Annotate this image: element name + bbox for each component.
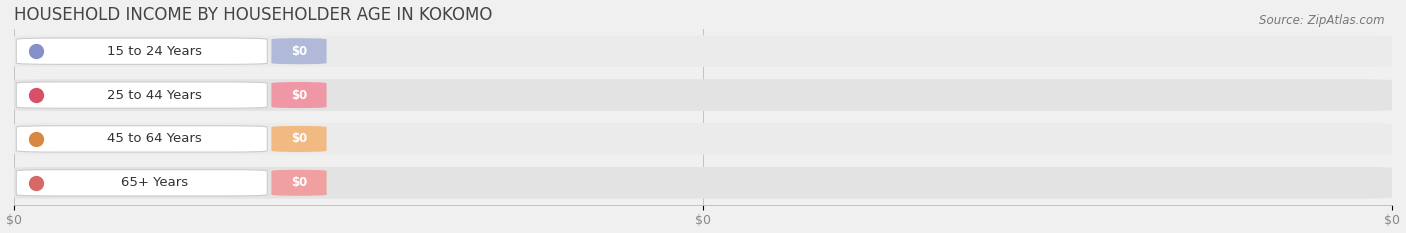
FancyBboxPatch shape [271,126,326,152]
FancyBboxPatch shape [17,170,267,196]
FancyBboxPatch shape [271,170,326,196]
Text: Source: ZipAtlas.com: Source: ZipAtlas.com [1260,14,1385,27]
Text: HOUSEHOLD INCOME BY HOUSEHOLDER AGE IN KOKOMO: HOUSEHOLD INCOME BY HOUSEHOLDER AGE IN K… [14,6,492,24]
Text: 15 to 24 Years: 15 to 24 Years [107,45,202,58]
FancyBboxPatch shape [17,126,267,152]
FancyBboxPatch shape [271,82,326,108]
Text: 25 to 44 Years: 25 to 44 Years [107,89,202,102]
FancyBboxPatch shape [14,79,1392,111]
Text: $0: $0 [291,132,307,145]
FancyBboxPatch shape [17,82,267,108]
FancyBboxPatch shape [271,38,326,64]
Text: $0: $0 [291,89,307,102]
FancyBboxPatch shape [14,123,1392,155]
Text: $0: $0 [291,45,307,58]
Text: 65+ Years: 65+ Years [121,176,188,189]
FancyBboxPatch shape [14,35,1392,67]
FancyBboxPatch shape [14,167,1392,199]
Text: $0: $0 [291,176,307,189]
Text: 45 to 64 Years: 45 to 64 Years [107,132,201,145]
FancyBboxPatch shape [17,38,267,64]
